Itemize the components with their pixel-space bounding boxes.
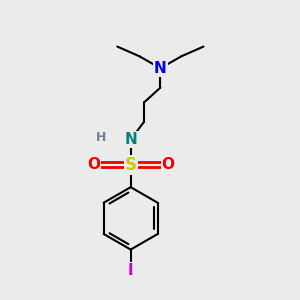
Text: O: O [87, 157, 100, 172]
Text: S: S [125, 156, 137, 174]
Text: H: H [96, 131, 106, 144]
Text: I: I [128, 263, 134, 278]
Text: O: O [161, 157, 174, 172]
Text: N: N [154, 61, 167, 76]
Text: N: N [124, 132, 137, 147]
